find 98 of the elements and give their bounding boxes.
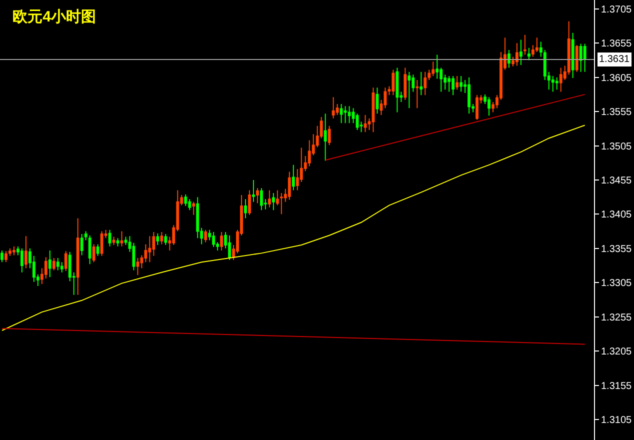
candlestick bbox=[328, 125, 331, 146]
candlestick bbox=[432, 61, 435, 76]
y-tick-label: 1.3505 bbox=[601, 141, 632, 152]
candlestick bbox=[468, 76, 471, 114]
candlestick bbox=[551, 75, 554, 92]
candlestick bbox=[100, 230, 104, 256]
candlestick bbox=[8, 248, 12, 256]
candlestick bbox=[188, 198, 192, 211]
ref-line-label: 1.3631 bbox=[599, 54, 630, 65]
y-tick-label: 1.3605 bbox=[601, 72, 632, 84]
candlestick bbox=[276, 190, 279, 206]
candlestick bbox=[0, 250, 4, 263]
candlestick bbox=[424, 71, 427, 96]
candlestick bbox=[120, 230, 124, 247]
candlestick bbox=[555, 76, 558, 90]
y-tick-label: 1.3355 bbox=[601, 244, 632, 255]
candlestick bbox=[164, 234, 168, 246]
candlestick bbox=[324, 113, 327, 162]
y-tick-label: 1.3305 bbox=[601, 278, 632, 290]
y-tick-label: 1.3705 bbox=[601, 4, 632, 16]
candlestick bbox=[108, 229, 112, 247]
candlestick bbox=[192, 201, 196, 216]
candlestick bbox=[92, 244, 96, 263]
candlestick bbox=[84, 230, 88, 241]
candlestick bbox=[476, 94, 479, 120]
candlestick bbox=[416, 80, 419, 109]
candlestick bbox=[280, 192, 283, 215]
candlestick bbox=[571, 32, 574, 79]
candlestick bbox=[292, 164, 295, 191]
candlestick bbox=[252, 179, 255, 202]
candlestick bbox=[268, 190, 271, 208]
candlestick bbox=[515, 42, 518, 66]
candlestick bbox=[64, 250, 68, 272]
candlestick bbox=[136, 257, 140, 276]
candlestick bbox=[12, 246, 16, 256]
candlestick bbox=[523, 34, 526, 56]
candlestick bbox=[260, 188, 263, 211]
candlestick bbox=[364, 114, 367, 133]
y-tick-label: 1.3255 bbox=[601, 312, 632, 324]
candlestick bbox=[80, 234, 84, 256]
candlestick bbox=[535, 37, 538, 53]
candlestick bbox=[408, 71, 411, 109]
candlestick bbox=[575, 44, 578, 72]
candlestick bbox=[340, 104, 343, 124]
y-tick-label: 1.3455 bbox=[601, 175, 632, 186]
candlestick bbox=[392, 69, 395, 96]
candlestick bbox=[288, 171, 291, 200]
candlestick bbox=[212, 231, 216, 248]
y-tick-label: 1.3205 bbox=[601, 346, 632, 358]
candlestick bbox=[559, 67, 562, 92]
candlestick bbox=[452, 75, 455, 96]
candlestick bbox=[148, 236, 152, 263]
candlestick bbox=[248, 190, 251, 216]
candlestick bbox=[332, 96, 335, 119]
candlestick bbox=[244, 198, 247, 219]
y-tick-label: 1.3155 bbox=[601, 380, 632, 392]
y-tick-label: 1.3405 bbox=[601, 210, 632, 221]
y-tick-label: 1.3555 bbox=[601, 107, 632, 118]
candlestick bbox=[420, 71, 423, 96]
candlestick bbox=[396, 67, 399, 113]
candlestick bbox=[220, 231, 224, 251]
candlestick bbox=[56, 257, 60, 271]
candlestick bbox=[460, 75, 463, 92]
candlestick bbox=[228, 234, 232, 261]
candlestick bbox=[579, 43, 582, 72]
candlestick bbox=[96, 244, 100, 256]
candlestick bbox=[272, 192, 275, 211]
candlestick bbox=[88, 234, 92, 265]
candlestick bbox=[448, 75, 451, 92]
y-tick-label: 1.3655 bbox=[601, 38, 632, 50]
y-tick-label: 1.3105 bbox=[601, 414, 632, 426]
candlestick bbox=[116, 238, 120, 247]
candlestick bbox=[24, 236, 28, 269]
candlestick bbox=[348, 106, 351, 124]
candlestick bbox=[156, 232, 160, 246]
candlestick bbox=[583, 43, 586, 72]
candlestick bbox=[376, 87, 379, 114]
candlestick bbox=[488, 96, 490, 116]
candlestick bbox=[184, 194, 188, 206]
candlestick bbox=[52, 257, 56, 271]
candlestick bbox=[456, 75, 459, 90]
candlestick bbox=[344, 106, 347, 124]
candlestick bbox=[372, 87, 375, 133]
candlestick bbox=[160, 231, 164, 245]
candlestick bbox=[519, 39, 522, 66]
candlestick bbox=[527, 47, 530, 61]
candlestick bbox=[112, 236, 116, 246]
candlestick bbox=[76, 218, 80, 296]
candlestick bbox=[60, 262, 64, 273]
candlestick bbox=[20, 248, 24, 273]
candlestick bbox=[4, 250, 8, 263]
candlestick bbox=[507, 49, 510, 68]
candlestick bbox=[404, 67, 407, 100]
candlestick bbox=[256, 188, 259, 204]
line-series bbox=[2, 124, 586, 332]
candlestick bbox=[48, 250, 52, 278]
candlestick bbox=[204, 229, 208, 243]
text: 欧元4小时图 bbox=[12, 8, 96, 26]
